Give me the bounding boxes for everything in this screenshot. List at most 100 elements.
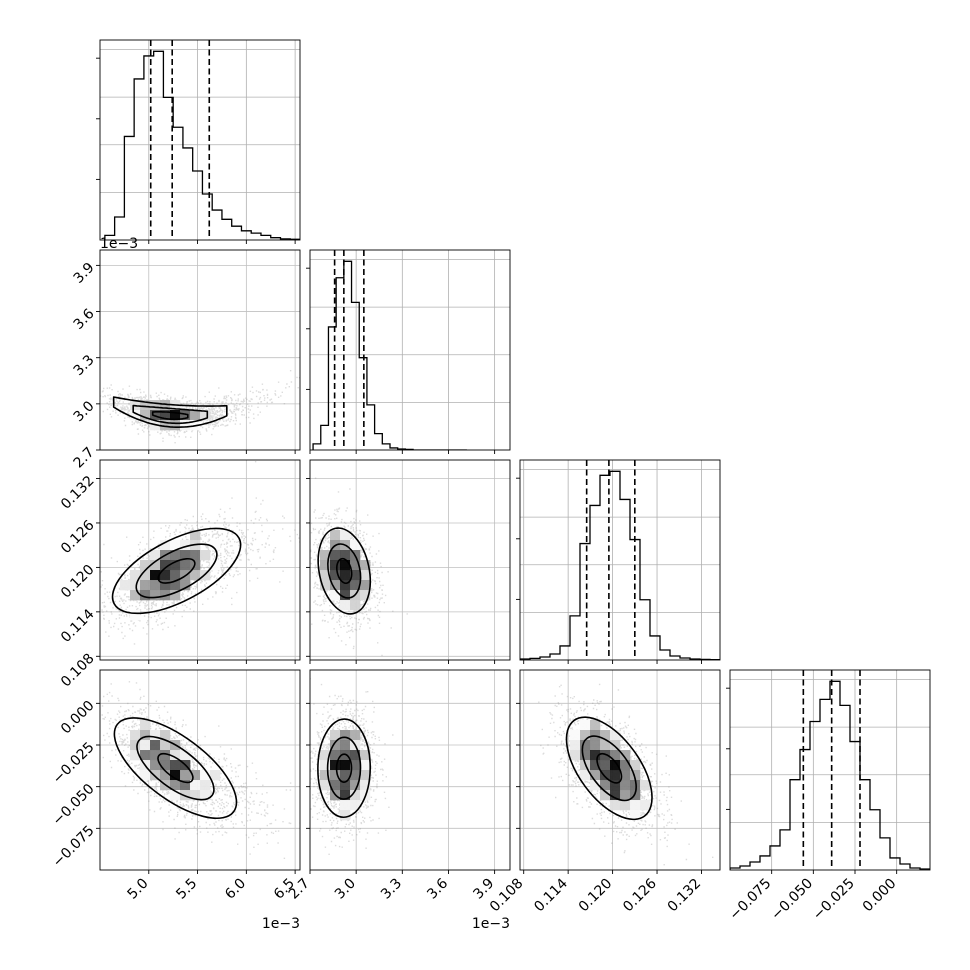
x-tick-label: 0.126: [620, 875, 660, 915]
density-cell: [130, 410, 141, 421]
density-cell: [160, 560, 171, 571]
density-cell: [140, 560, 151, 571]
density-cell: [630, 760, 641, 771]
density-cell: [130, 580, 141, 591]
density-cell: [140, 590, 151, 601]
density-cell: [350, 760, 361, 771]
density-cell: [170, 790, 181, 801]
density-cell: [330, 550, 341, 561]
density-cell: [330, 780, 341, 791]
contour-level-2: [132, 404, 209, 425]
density-cell: [160, 580, 171, 591]
density-cell: [570, 730, 581, 741]
y-tick-label: 3.6: [71, 306, 98, 333]
density-cell: [140, 410, 151, 421]
density-cell: [360, 750, 371, 761]
x-tick-label: 0.000: [860, 876, 900, 916]
density-cell: [180, 540, 191, 551]
density-cell: [170, 780, 181, 791]
density-cell: [610, 750, 621, 761]
panel-frame: [309, 459, 511, 661]
density-cell: [150, 580, 161, 591]
contour-level-1: [151, 411, 189, 421]
density-cell: [180, 550, 191, 561]
x-tick-label: −0.050: [768, 876, 816, 924]
histogram-background: [100, 40, 300, 240]
density-cell: [360, 780, 371, 791]
density-cell: [350, 750, 361, 761]
density-cell: [140, 770, 151, 781]
density-cell: [150, 400, 161, 411]
y-tick-label: 0.126: [58, 517, 98, 557]
density-cell: [200, 550, 211, 561]
density-cell: [170, 760, 181, 771]
density-cell: [210, 770, 221, 781]
density-cell: [340, 600, 351, 611]
contour-level-2: [136, 735, 215, 801]
density-cell: [160, 770, 171, 781]
density-cell: [160, 400, 171, 411]
density-cell: [600, 770, 611, 781]
density-cell: [340, 560, 351, 571]
histogram-panel-1: [96, 39, 301, 244]
contour-level-1: [596, 752, 623, 784]
density-cell: [200, 790, 211, 801]
density-cell: [580, 740, 591, 751]
density-cell: [630, 800, 641, 811]
density-cell: [340, 770, 351, 781]
density-cell: [190, 410, 201, 421]
density-cell: [340, 760, 351, 771]
density-cell: [620, 780, 631, 791]
density-cell: [150, 590, 161, 601]
contour-level-3: [111, 527, 242, 615]
histogram-frame: [729, 669, 931, 871]
density-cell: [630, 780, 641, 791]
density-cell: [170, 590, 181, 601]
density-cell: [360, 580, 371, 591]
density-cell: [140, 400, 151, 411]
density-cell: [570, 740, 581, 751]
histogram-frame: [309, 249, 511, 451]
density-cell: [340, 570, 351, 581]
x-tick-label: 3.3: [378, 876, 405, 903]
density-cell: [620, 770, 631, 781]
density-cell: [610, 790, 621, 801]
density-cell: [590, 740, 601, 751]
density-cell: [180, 770, 191, 781]
density-cell: [150, 560, 161, 571]
density-cell: [160, 410, 171, 421]
density-cell: [340, 780, 351, 791]
density-cell: [190, 770, 201, 781]
y-tick-label: −0.025: [50, 739, 98, 787]
density-cell: [350, 570, 361, 581]
y-tick-label: 3.0: [71, 398, 98, 425]
density-cell: [360, 570, 371, 581]
density-cell: [320, 560, 331, 571]
x-offset-label: 1e−3: [262, 916, 300, 932]
density-cell: [160, 740, 171, 751]
density-cell: [170, 550, 181, 561]
y-tick-label: 0.108: [58, 651, 98, 691]
density-cell: [130, 570, 141, 581]
panel-frame: [309, 669, 511, 871]
density-cell: [170, 420, 181, 431]
x-tick-label: 0.108: [487, 876, 527, 916]
density-cell: [330, 530, 341, 541]
histogram-step: [312, 260, 467, 450]
contour-level-3: [112, 396, 228, 428]
density-cell: [620, 790, 631, 801]
density-cell: [350, 780, 361, 791]
density-cell: [610, 780, 621, 791]
density-cell: [160, 760, 171, 771]
density-cell: [590, 780, 601, 791]
density-cell: [340, 740, 351, 751]
density-cell: [580, 720, 591, 731]
density-cell: [190, 790, 201, 801]
density-cell: [640, 780, 651, 791]
histogram-step: [730, 680, 930, 870]
scatter-panel-1-2: [100, 250, 300, 450]
x-tick-label: 3.0: [332, 876, 359, 903]
density-cell: [320, 580, 331, 591]
density-cell: [360, 590, 371, 601]
density-cell: [600, 750, 611, 761]
